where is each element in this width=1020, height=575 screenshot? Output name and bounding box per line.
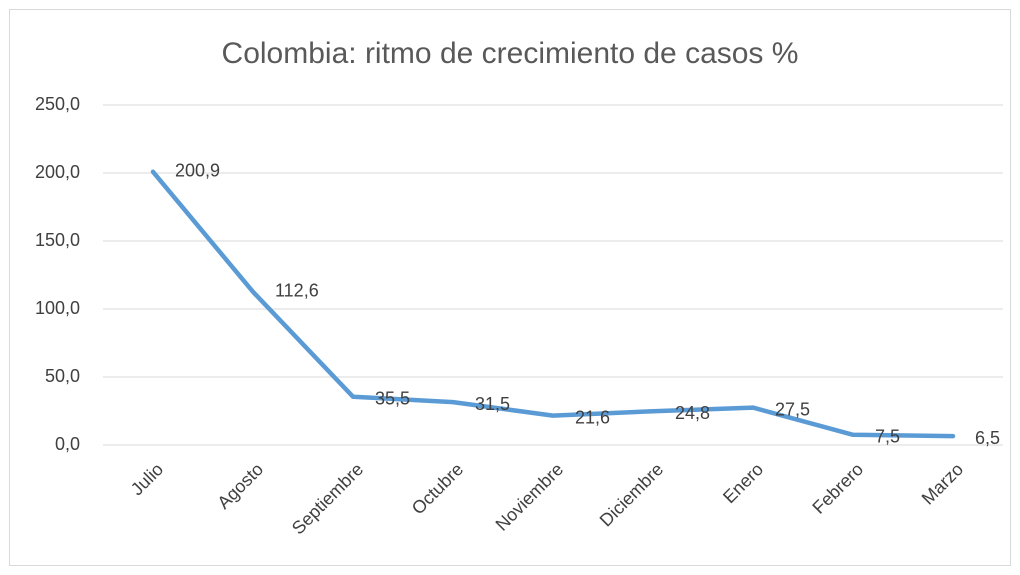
data-label: 31,5 <box>475 394 510 414</box>
data-label: 200,9 <box>175 161 220 181</box>
y-tick-label: 0,0 <box>55 434 80 454</box>
data-label: 27,5 <box>775 399 810 419</box>
data-label: 112,6 <box>275 281 319 301</box>
data-label: 7,5 <box>875 427 900 447</box>
data-label: 21,6 <box>575 407 610 427</box>
y-tick-label: 100,0 <box>35 298 80 318</box>
data-label: 35,5 <box>375 388 410 408</box>
data-label: 6,5 <box>975 428 1000 448</box>
y-tick-label: 250,0 <box>35 94 80 114</box>
chart-border <box>9 9 1011 566</box>
chart-title: Colombia: ritmo de crecimiento de casos … <box>222 37 799 70</box>
data-label: 24,8 <box>675 403 710 423</box>
line <box>150 169 956 439</box>
y-tick-label: 50,0 <box>45 366 80 386</box>
y-tick-label: 150,0 <box>35 230 80 250</box>
y-tick-label: 200,0 <box>35 162 80 182</box>
